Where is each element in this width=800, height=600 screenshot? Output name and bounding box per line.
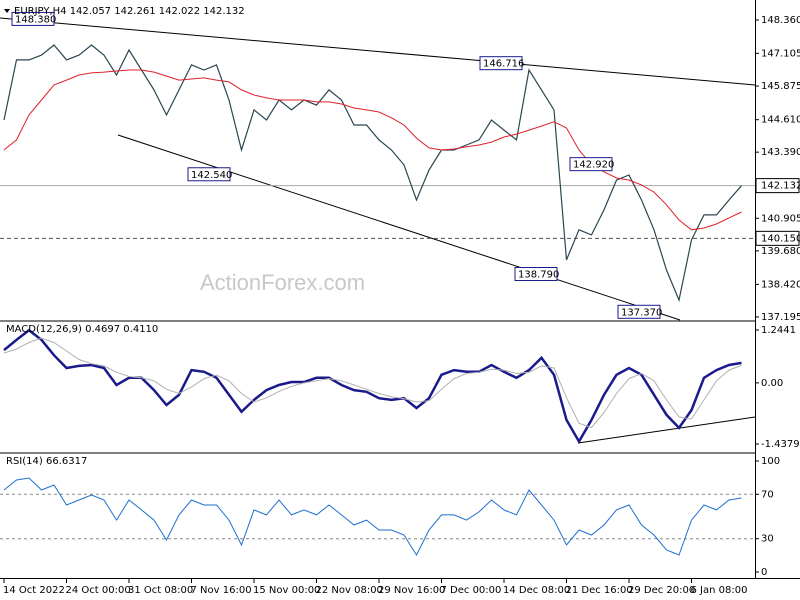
y-tick-label: 140.905 xyxy=(761,213,800,224)
x-tick-label: 22 Nov 08:00 xyxy=(316,585,383,596)
annotation-label: 142.540 xyxy=(191,170,232,181)
x-tick-label: 29 Nov 16:00 xyxy=(378,585,445,596)
x-tick-label: 31 Oct 08:00 xyxy=(128,585,193,596)
series-line xyxy=(3,337,742,429)
trend-line xyxy=(0,17,756,86)
trend-line xyxy=(117,134,681,321)
x-tick-label: 29 Dec 20:00 xyxy=(628,585,695,596)
y-tick-label: -1.4379 xyxy=(761,439,800,450)
y-tick-label: 1.2441 xyxy=(761,325,796,336)
annotation-label: 146.716 xyxy=(483,59,524,70)
y-tick-label: 70 xyxy=(761,489,774,500)
y-tick-label: 137.195 xyxy=(761,312,800,323)
annotation-label: 142.920 xyxy=(573,160,614,171)
annotation-label: 148.380 xyxy=(15,14,56,25)
annotation-box xyxy=(617,304,661,319)
panel-title: MACD(12,26,9) 0.4697 0.4110 xyxy=(6,324,158,335)
annotation-box xyxy=(187,167,231,182)
y-tick-label: 30 xyxy=(761,534,774,545)
y-tick-label: 100 xyxy=(761,456,780,467)
watermark: ActionForex.com xyxy=(200,270,365,295)
y-tick-label: 139.680 xyxy=(761,246,800,257)
y-tick-label: 0.00 xyxy=(761,378,783,389)
x-tick-label: 15 Nov 00:00 xyxy=(253,585,320,596)
series-line xyxy=(3,69,742,231)
y-tick-label: 0 xyxy=(761,567,767,578)
annotation-box xyxy=(514,267,558,282)
annotation-label: 137.370 xyxy=(621,307,662,318)
x-tick-label: 14 Dec 08:00 xyxy=(503,585,570,596)
price-tag-label: 140.150 xyxy=(761,233,800,244)
x-tick-label: 14 Oct 2022 xyxy=(3,585,65,596)
annotation-box xyxy=(569,157,613,172)
y-tick-label: 145.875 xyxy=(761,81,800,92)
y-tick-label: 138.420 xyxy=(761,279,800,290)
annotation-box xyxy=(11,11,55,26)
series-line xyxy=(3,44,742,303)
y-tick-label: 148.360 xyxy=(761,15,800,26)
trend-line xyxy=(577,416,756,444)
price-tag-label: 142.132 xyxy=(761,181,800,192)
annotation-label: 138.790 xyxy=(518,270,559,281)
series-line xyxy=(3,477,742,557)
series-line xyxy=(3,328,742,444)
panel-title: RSI(14) 66.6317 xyxy=(6,456,87,467)
x-tick-label: 7 Dec 00:00 xyxy=(441,585,502,596)
symbol-icon xyxy=(4,9,10,13)
annotation-box xyxy=(479,56,523,71)
x-tick-label: 7 Nov 16:00 xyxy=(191,585,252,596)
price-tag xyxy=(755,230,800,246)
x-tick-label: 24 Oct 00:00 xyxy=(66,585,131,596)
y-tick-label: 147.105 xyxy=(761,48,800,59)
x-tick-label: 6 Jan 08:00 xyxy=(691,585,748,596)
y-tick-label: 143.390 xyxy=(761,147,800,158)
panel-title: EURJPY,H4 142.057 142.261 142.022 142.13… xyxy=(14,6,245,17)
y-tick-label: 144.610 xyxy=(761,115,800,126)
price-tag xyxy=(755,178,800,194)
x-tick-label: 21 Dec 16:00 xyxy=(566,585,633,596)
